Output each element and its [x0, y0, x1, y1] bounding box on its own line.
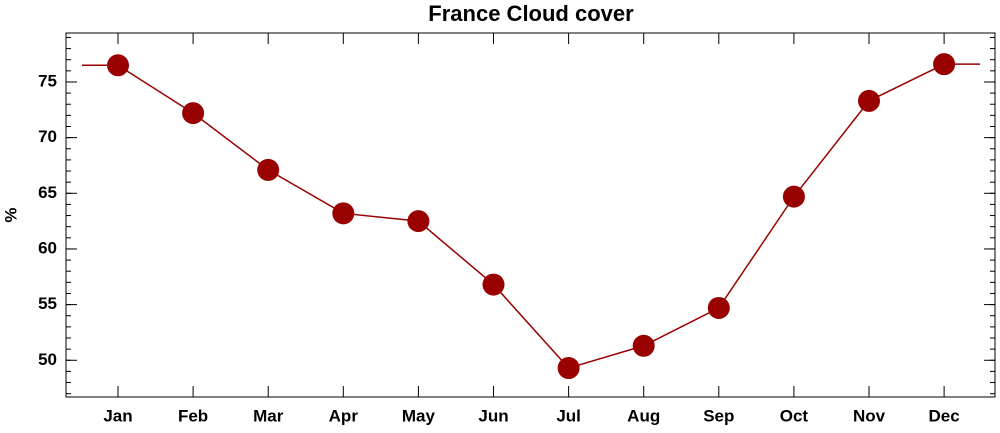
plot-frame: [65, 32, 996, 398]
data-point: [707, 296, 730, 319]
data-point: [632, 334, 655, 357]
y-tick-label: 55: [38, 294, 57, 313]
data-point: [407, 210, 430, 233]
data-point: [858, 89, 880, 112]
x-tick-label: Jul: [556, 406, 581, 425]
data-point: [107, 54, 129, 77]
data-point: [557, 357, 580, 380]
x-tick-label: Jun: [478, 406, 508, 425]
x-tick-label: May: [402, 406, 436, 425]
x-tick-label: Sep: [703, 406, 734, 425]
y-tick-label: 60: [38, 238, 57, 257]
y-tick-label: 65: [38, 183, 57, 202]
data-point: [182, 102, 205, 125]
y-tick-label: 75: [38, 71, 57, 90]
x-tick-label: Nov: [853, 406, 886, 425]
chart-title: France Cloud cover: [428, 1, 634, 26]
x-tick-label: Dec: [929, 406, 960, 425]
x-tick-label: Mar: [253, 406, 284, 425]
data-line: [117, 63, 945, 369]
x-tick-label: Oct: [780, 406, 809, 425]
y-tick-label: 70: [38, 127, 57, 146]
data-point: [782, 185, 805, 208]
data-point: [332, 202, 355, 225]
x-tick-label: Jan: [103, 406, 132, 425]
y-tick-label: 50: [38, 350, 57, 369]
y-axis-label: %: [1, 207, 20, 222]
data-point: [482, 273, 505, 296]
data-point: [257, 158, 280, 181]
data-point: [933, 53, 956, 76]
x-tick-label: Feb: [178, 406, 208, 425]
x-tick-label: Aug: [627, 406, 660, 425]
x-tick-label: Apr: [329, 406, 359, 425]
